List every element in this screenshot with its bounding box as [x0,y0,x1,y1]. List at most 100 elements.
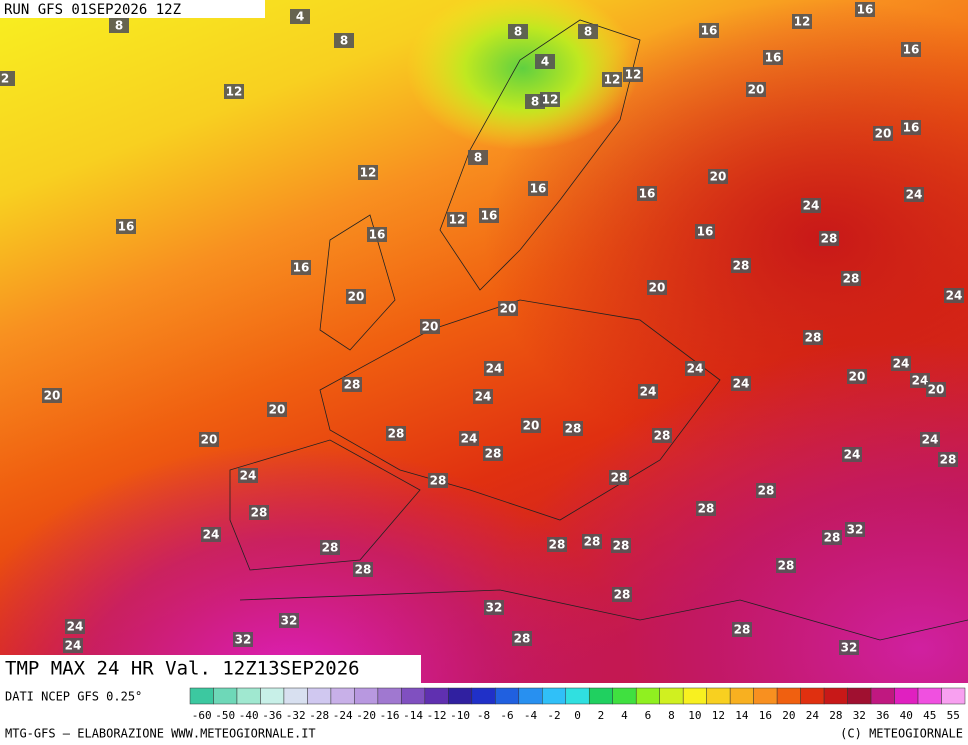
map-label-box [582,534,602,549]
map-label: 28 [696,501,716,516]
map-label-box [267,402,287,417]
map-label-text: 28 [613,539,630,553]
map-label: 28 [582,534,602,549]
map-label-box [353,562,373,577]
map-label-box [611,538,631,553]
map-label: 28 [612,587,632,602]
colorbar-label: 6 [645,709,652,722]
map-label: 20 [42,388,62,403]
map-label: 16 [695,224,715,239]
colorbar-label: 8 [668,709,675,722]
colorbar-swatch [448,687,473,705]
map-label: 28 [803,330,823,345]
colorbar-swatch [847,687,872,705]
map-label: 32 [484,600,504,615]
map-label-text: 24 [67,620,84,634]
map-label-box [320,540,340,555]
colorbar-label: 20 [782,709,795,722]
map-label-text: 12 [625,68,642,82]
map-label-box [386,426,406,441]
map-label-box [249,505,269,520]
map-label-box [428,473,448,488]
map-label-text: 28 [355,563,372,577]
map-label-box [623,67,643,82]
footer-left: MTG-GFS — ELABORAZIONE WWW.METEOGIORNALE… [5,727,316,741]
colorbar-swatch [283,687,308,705]
title: TMP MAX 24 HR Val. 12Z13SEP2026 [5,658,360,680]
colorbar-label: 14 [735,709,749,722]
map-label-text: 16 [481,209,498,223]
colorbar-label: -14 [403,709,423,722]
map-label: 12 [358,165,378,180]
map-label: 16 [637,186,657,201]
map-label-box [358,165,378,180]
map-label-box [109,18,129,33]
map-label-box [801,198,821,213]
map-label-text: 28 [758,484,775,498]
map-label: 4 [290,9,310,24]
map-label: 12 [623,67,643,82]
map-label-text: 16 [765,51,782,65]
map-label-text: 24 [803,199,820,213]
colorbar: -60 -50 -40 -36 -32 -28 -24 -20 -16 -14 -12 -10 -8 -6… [189,687,966,722]
colorbar-label: -8 [477,709,490,722]
colorbar-label: -4 [524,709,538,722]
colorbar-swatch [401,687,426,705]
map-label-text: 28 [654,429,671,443]
map-label-text: 4 [296,10,304,24]
run-label: RUN GFS 01SEP2026 12Z [4,2,181,18]
map-label: 24 [638,384,658,399]
colorbar-label: 55 [947,709,960,722]
map-label: 20 [346,289,366,304]
colorbar-swatch [260,687,285,705]
map-label: 20 [746,82,766,97]
map-label-text: 24 [240,469,257,483]
map-label: 28 [342,377,362,392]
map-label: 16 [855,2,875,17]
map-label-text: 28 [344,378,361,392]
map-label: 20 [199,432,219,447]
colorbar-swatch [682,687,707,705]
map-label-box [447,212,467,227]
map-label-box [65,619,85,634]
map-label-box [291,260,311,275]
map-label-box [652,428,672,443]
map-label-text: 16 [530,182,547,196]
map-label: 16 [291,260,311,275]
map-label: 28 [428,473,448,488]
map-label-text: 24 [203,528,220,542]
map-label: 12 [792,14,812,29]
colorbar-swatch [377,687,402,705]
map-label: 28 [609,470,629,485]
map-label-box [891,356,911,371]
map-label: 32 [845,522,865,537]
map-label-text: 20 [748,83,765,97]
map-label-box [839,640,859,655]
map-label: 28 [756,483,776,498]
map-label-box [42,388,62,403]
map-label-box [528,181,548,196]
map-label: 16 [367,227,387,242]
colorbar-swatch [471,687,496,705]
map-label-text: 28 [430,474,447,488]
map-label-text: 28 [584,535,601,549]
map-label-box [547,537,567,552]
map-label-text: 28 [485,447,502,461]
map-label: 12 [447,212,467,227]
map-label-text: 12 [360,166,377,180]
map-label-text: 20 [849,370,866,384]
map-label-box [731,258,751,273]
colorbar-swatch [330,687,355,705]
colorbar-label: -24 [333,709,353,722]
map-label: 24 [459,431,479,446]
map-label: 8 [109,18,129,33]
map-label-box [563,421,583,436]
map-label-text: 28 [549,538,566,552]
map-label-text: 20 [928,383,945,397]
map-label-box [420,319,440,334]
map-label-text: 16 [697,225,714,239]
map-label-box [904,187,924,202]
map-label-text: 16 [857,3,874,17]
map-label-text: 8 [474,151,482,165]
map-label-text: 28 [614,588,631,602]
